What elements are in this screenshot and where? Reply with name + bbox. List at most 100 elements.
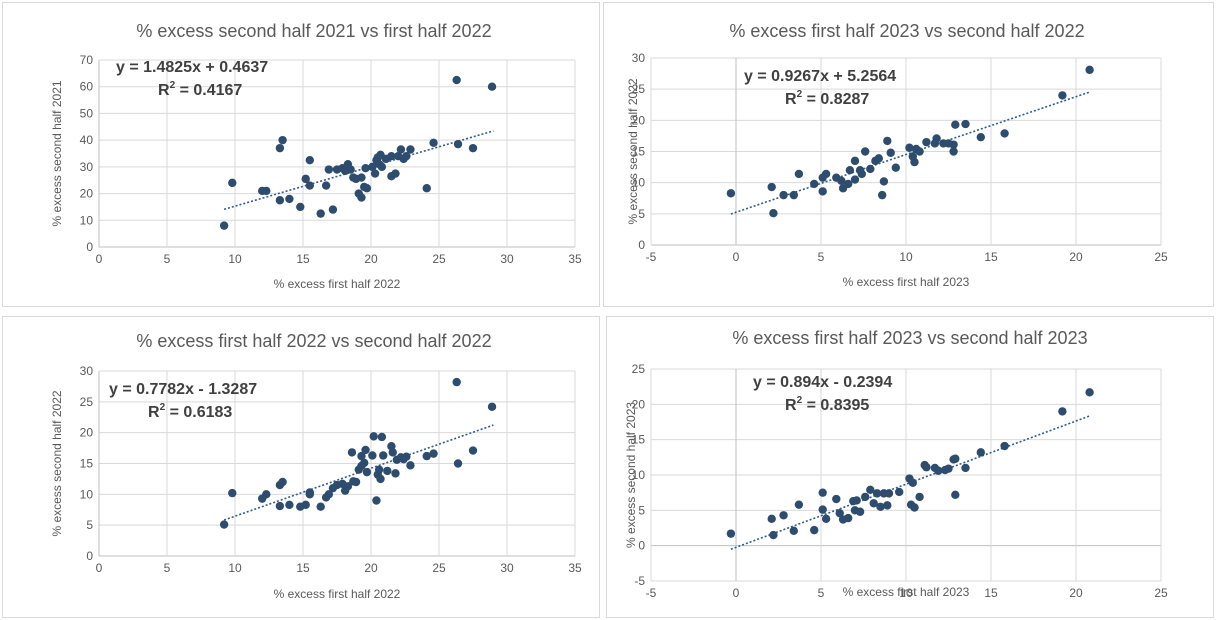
data-point bbox=[876, 502, 885, 511]
trend-equation: y = 1.4825x + 0.4637 bbox=[116, 59, 268, 76]
y-tick-label: 0 bbox=[638, 539, 645, 553]
data-point bbox=[895, 487, 904, 497]
x-tick-label: 5 bbox=[164, 252, 171, 266]
data-point bbox=[818, 505, 827, 514]
x-tick-label: 5 bbox=[818, 250, 825, 264]
x-axis-label: % excess first half 2022 bbox=[274, 587, 401, 601]
data-point bbox=[357, 451, 366, 461]
data-point bbox=[360, 458, 369, 468]
x-axis-label: % excess first half 2023 bbox=[843, 585, 970, 599]
data-point bbox=[726, 189, 736, 198]
r-squared: R2 = 0.8287 bbox=[785, 89, 869, 108]
chart-svg-2: % excess first half 2023 vs second half … bbox=[626, 21, 1168, 289]
x-tick-label: 30 bbox=[500, 561, 514, 575]
data-point bbox=[262, 186, 271, 196]
data-point bbox=[487, 82, 497, 91]
data-point bbox=[368, 451, 377, 460]
y-tick-label: 25 bbox=[80, 395, 94, 409]
data-point bbox=[850, 175, 860, 184]
data-point bbox=[262, 490, 271, 499]
data-point bbox=[1000, 129, 1009, 138]
data-point bbox=[422, 184, 431, 193]
data-point bbox=[285, 500, 294, 510]
x-tick-label: -5 bbox=[646, 586, 657, 600]
r-squared-label: R bbox=[785, 397, 797, 414]
x-tick-label: 35 bbox=[568, 252, 582, 266]
r-squared-label: R bbox=[158, 82, 170, 99]
data-point bbox=[316, 502, 325, 511]
y-axis-label: % excess second half 2023 bbox=[624, 402, 638, 548]
data-point bbox=[1058, 91, 1067, 100]
data-point bbox=[372, 496, 381, 505]
x-tick-label: 25 bbox=[432, 252, 446, 266]
x-tick-label: 10 bbox=[228, 561, 242, 575]
y-tick-label: 60 bbox=[80, 80, 94, 94]
data-point bbox=[357, 173, 366, 182]
y-tick-label: 70 bbox=[80, 53, 94, 67]
data-point bbox=[779, 190, 788, 200]
data-point bbox=[852, 496, 861, 505]
data-point bbox=[908, 478, 917, 487]
x-tick-label: 0 bbox=[733, 586, 740, 600]
x-tick-label: 10 bbox=[899, 250, 913, 264]
y-tick-label: 30 bbox=[80, 364, 94, 378]
data-point bbox=[278, 135, 287, 145]
data-point bbox=[321, 181, 331, 190]
chart-panel-4: % excess first half 2023 vs second half … bbox=[606, 316, 1214, 618]
data-point bbox=[301, 500, 310, 510]
x-tick-label: 20 bbox=[364, 252, 378, 266]
data-point bbox=[374, 465, 384, 474]
data-point bbox=[1085, 65, 1094, 75]
data-point bbox=[453, 139, 463, 149]
data-point bbox=[275, 196, 285, 205]
data-point bbox=[855, 507, 865, 516]
data-point bbox=[832, 494, 841, 504]
r-squared-value: = 0.4167 bbox=[175, 82, 242, 99]
x-tick-label: 35 bbox=[568, 561, 582, 575]
y-tick-label: 20 bbox=[632, 397, 646, 411]
data-point bbox=[228, 178, 237, 188]
data-point bbox=[487, 402, 497, 411]
data-point bbox=[767, 182, 776, 192]
data-point bbox=[376, 474, 385, 484]
data-point bbox=[932, 134, 941, 143]
chart-title: % excess second half 2021 vs first half … bbox=[136, 21, 491, 41]
data-point bbox=[837, 176, 846, 185]
data-point bbox=[361, 163, 370, 173]
data-point bbox=[886, 148, 895, 157]
r-squared-exponent: 2 bbox=[797, 89, 803, 100]
data-point bbox=[219, 520, 229, 529]
data-point bbox=[884, 489, 894, 498]
data-point bbox=[362, 184, 372, 193]
y-tick-label: 5 bbox=[638, 503, 645, 517]
data-point bbox=[844, 179, 853, 189]
data-point bbox=[789, 190, 798, 200]
data-point bbox=[874, 154, 883, 163]
y-tick-label: 20 bbox=[80, 426, 94, 440]
y-tick-label: 25 bbox=[632, 362, 646, 376]
y-tick-label: 5 bbox=[638, 207, 645, 221]
r-squared-value: = 0.6183 bbox=[165, 404, 232, 421]
data-point bbox=[879, 177, 889, 186]
data-point bbox=[453, 459, 463, 468]
data-point bbox=[818, 488, 827, 497]
x-tick-label: 25 bbox=[1154, 250, 1168, 264]
y-tick-label: 40 bbox=[80, 133, 94, 147]
trendline bbox=[730, 91, 1090, 215]
data-point bbox=[285, 194, 294, 204]
data-point bbox=[328, 205, 338, 214]
data-point bbox=[343, 482, 353, 491]
data-point bbox=[769, 209, 778, 218]
data-point bbox=[951, 454, 960, 463]
y-tick-label: 10 bbox=[632, 176, 646, 190]
data-point bbox=[767, 514, 776, 524]
y-tick-label: 30 bbox=[80, 160, 94, 174]
data-point bbox=[794, 169, 804, 179]
r-squared-label: R bbox=[785, 91, 797, 108]
r-squared-label: R bbox=[148, 404, 160, 421]
r-squared-value: = 0.8395 bbox=[802, 397, 869, 414]
data-point bbox=[794, 500, 804, 509]
data-point bbox=[377, 162, 387, 172]
y-tick-label: 0 bbox=[638, 238, 645, 252]
chart-panel-3: % excess first half 2022 vs second half … bbox=[2, 316, 600, 618]
